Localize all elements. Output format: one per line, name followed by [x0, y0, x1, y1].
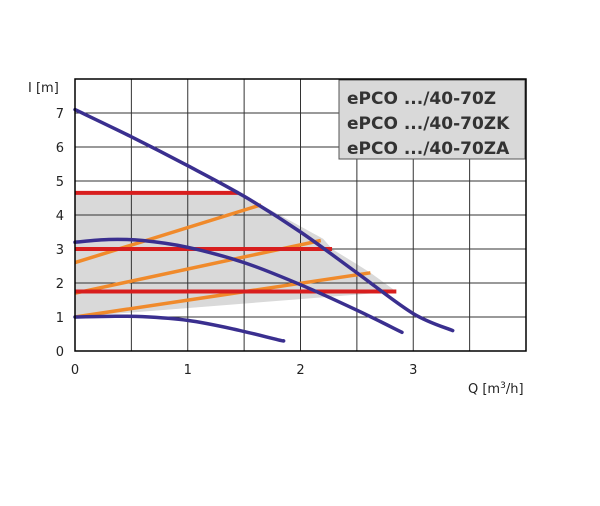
y-tick-label: 0: [56, 345, 64, 360]
working-area-layer: [75, 192, 397, 317]
legend-item-zk: ePCO .../40-70ZK: [347, 114, 510, 134]
pump-curve-1: [73, 107, 455, 333]
x-axis-label-superscript: 3: [500, 381, 506, 391]
x-tick-label: 0: [71, 363, 79, 378]
proportional-pressure-line-3: [74, 271, 371, 319]
x-tick-label: 3: [409, 363, 417, 378]
pump-curve-3: [73, 314, 286, 343]
plot-frame: [74, 78, 527, 352]
legend-background: [338, 79, 526, 160]
working-area: [75, 192, 397, 317]
lines-layer: [73, 107, 455, 343]
legend-item-za: ePCO .../40-70ZA: [347, 139, 510, 159]
tick-labels-layer: 0 1 2 3 0 1 2 3 4 5 6 7: [56, 107, 418, 378]
y-tick-label: 7: [56, 107, 64, 122]
y-tick-label: 4: [56, 209, 64, 224]
y-tick-label: 3: [56, 243, 64, 258]
legend-item-z: ePCO .../40-70Z: [347, 89, 496, 109]
y-axis-label: I [m]: [28, 81, 59, 96]
y-tick-label: 2: [56, 277, 64, 292]
x-tick-label: 2: [296, 363, 304, 378]
x-axis-label-main: Q [m: [468, 382, 500, 397]
legend-box: ePCO .../40-70Z ePCO .../40-70ZK ePCO ..…: [338, 79, 526, 160]
pump-curve-2: [73, 237, 404, 335]
proportional-pressure-line-1: [74, 203, 262, 265]
x-axis-label-tail: /h]: [506, 382, 524, 397]
x-axis-label: Q [m3/h]: [468, 381, 524, 397]
y-tick-label: 5: [56, 175, 64, 190]
y-tick-label: 6: [56, 141, 64, 156]
plot-frame-layer: [74, 78, 527, 352]
y-tick-label: 1: [56, 311, 64, 326]
x-tick-label: 1: [184, 363, 192, 378]
